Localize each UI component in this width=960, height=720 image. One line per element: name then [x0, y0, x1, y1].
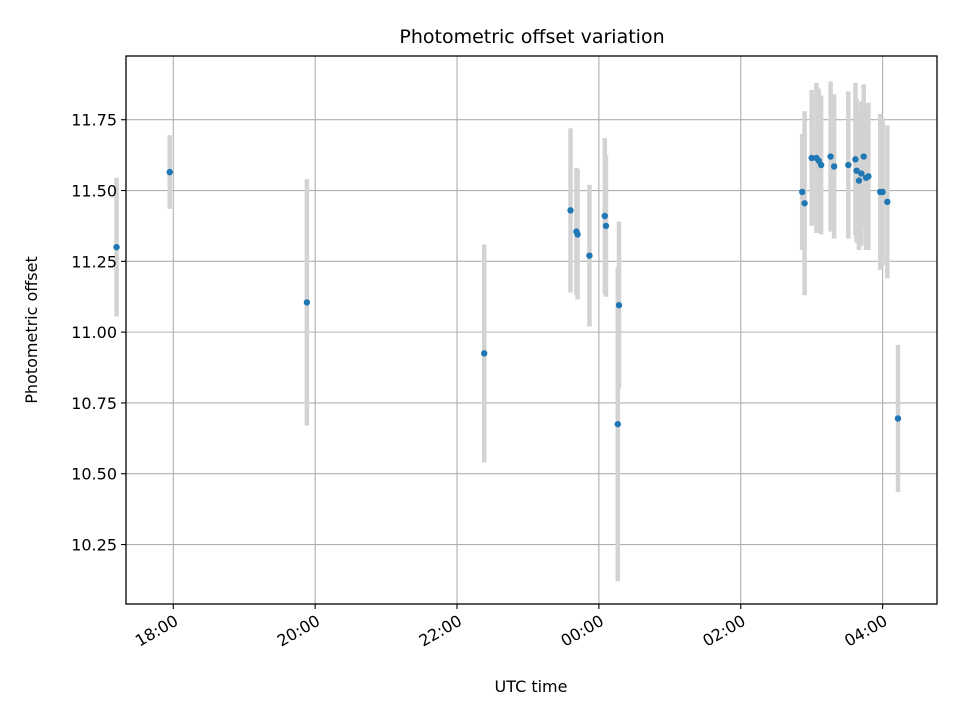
y-tick-label: 11.75 — [71, 111, 117, 130]
grid-lines — [126, 56, 937, 604]
data-point — [860, 153, 867, 160]
data-point — [879, 188, 886, 196]
data-point — [303, 299, 311, 306]
data-point — [884, 198, 891, 206]
data-point — [574, 231, 581, 238]
data-point — [801, 200, 808, 207]
data-point — [855, 177, 863, 184]
data-point — [799, 188, 806, 196]
data-points — [113, 153, 902, 428]
y-tick-label: 10.50 — [71, 465, 117, 484]
y-tick-label: 11.00 — [71, 323, 117, 342]
data-point — [601, 212, 608, 220]
plot-frame — [125, 55, 938, 605]
data-point — [166, 168, 173, 176]
data-point — [845, 161, 852, 169]
data-point — [615, 302, 623, 309]
data-point — [827, 153, 834, 160]
y-tick-label: 10.25 — [71, 536, 117, 555]
data-point — [602, 222, 610, 230]
y-tick-label: 11.25 — [71, 252, 117, 271]
data-point — [853, 167, 860, 174]
data-point — [817, 161, 825, 169]
y-tick-label: 10.75 — [71, 394, 117, 413]
data-point — [858, 170, 865, 177]
y-tick-label: 11.50 — [71, 182, 117, 201]
chart-title: Photometric offset variation — [399, 26, 664, 48]
data-point — [586, 252, 593, 259]
data-point — [481, 350, 488, 357]
y-axis-ticks: 10.25 10.50 10.75 11.00 11.25 11.50 11.75 — [71, 111, 126, 555]
data-point — [830, 163, 838, 170]
data-point — [865, 173, 872, 180]
x-axis-label: UTC time — [495, 677, 568, 696]
data-point — [113, 243, 120, 251]
data-point — [852, 156, 859, 163]
data-point — [894, 415, 902, 422]
data-point — [614, 420, 622, 428]
data-point — [808, 154, 815, 162]
y-axis-label: Photometric offset — [22, 256, 41, 404]
data-point — [567, 207, 574, 214]
